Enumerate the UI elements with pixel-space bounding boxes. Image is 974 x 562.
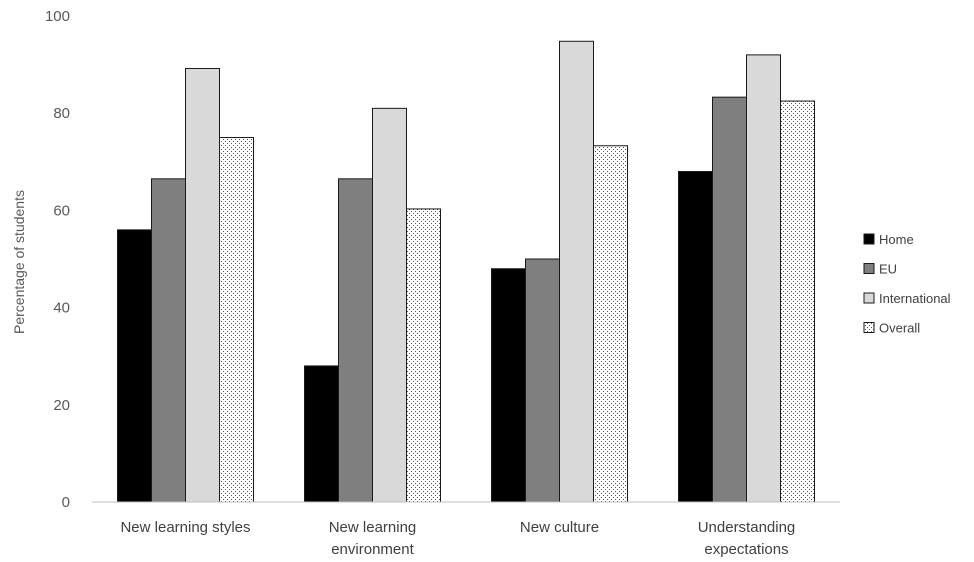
x-category-label: New learning <box>329 519 417 536</box>
y-tick-label: 80 <box>53 105 70 122</box>
legend-swatch-home <box>863 233 875 245</box>
y-tick-label: 0 <box>62 494 70 511</box>
legend: Home EU International Overall <box>863 232 951 336</box>
bar-eu <box>712 96 747 503</box>
bar-international <box>372 107 407 503</box>
y-axis-ticks: 0 20 40 60 80 100 <box>45 8 70 511</box>
legend-label: International <box>879 291 951 306</box>
legend-label: EU <box>879 262 897 277</box>
x-category-label: expectations <box>704 541 788 558</box>
y-tick-label: 40 <box>53 300 70 317</box>
bar-international <box>185 67 220 503</box>
x-category-label: Understanding <box>698 519 796 536</box>
bar-international <box>559 40 594 503</box>
bar-eu <box>525 258 560 503</box>
bar-eu <box>151 178 186 503</box>
bar-overall <box>593 145 628 503</box>
bar-overall <box>406 208 441 503</box>
bar-home <box>304 365 339 503</box>
x-category-label: New culture <box>520 519 599 536</box>
bar-home <box>491 268 526 503</box>
x-category-label: environment <box>331 541 414 558</box>
bar-overall <box>219 137 254 503</box>
bar-home <box>117 229 152 503</box>
legend-swatch-eu <box>863 263 875 274</box>
y-axis-label: Percentage of students <box>11 190 27 334</box>
bar-home <box>678 171 713 503</box>
bar-international <box>746 54 781 503</box>
legend-swatch-overall <box>863 322 875 333</box>
legend-swatch-international <box>863 292 875 304</box>
legend-label: Overall <box>879 321 920 336</box>
legend-label: Home <box>879 232 914 247</box>
y-tick-label: 20 <box>53 397 70 414</box>
y-tick-label: 60 <box>53 202 70 219</box>
x-category-label: New learning styles <box>120 519 250 536</box>
bar-eu <box>338 178 373 503</box>
y-tick-label: 100 <box>45 8 70 25</box>
x-axis-categories: New learning styles New learning environme… <box>120 519 795 558</box>
bars <box>117 40 815 503</box>
bar-overall <box>780 100 815 503</box>
